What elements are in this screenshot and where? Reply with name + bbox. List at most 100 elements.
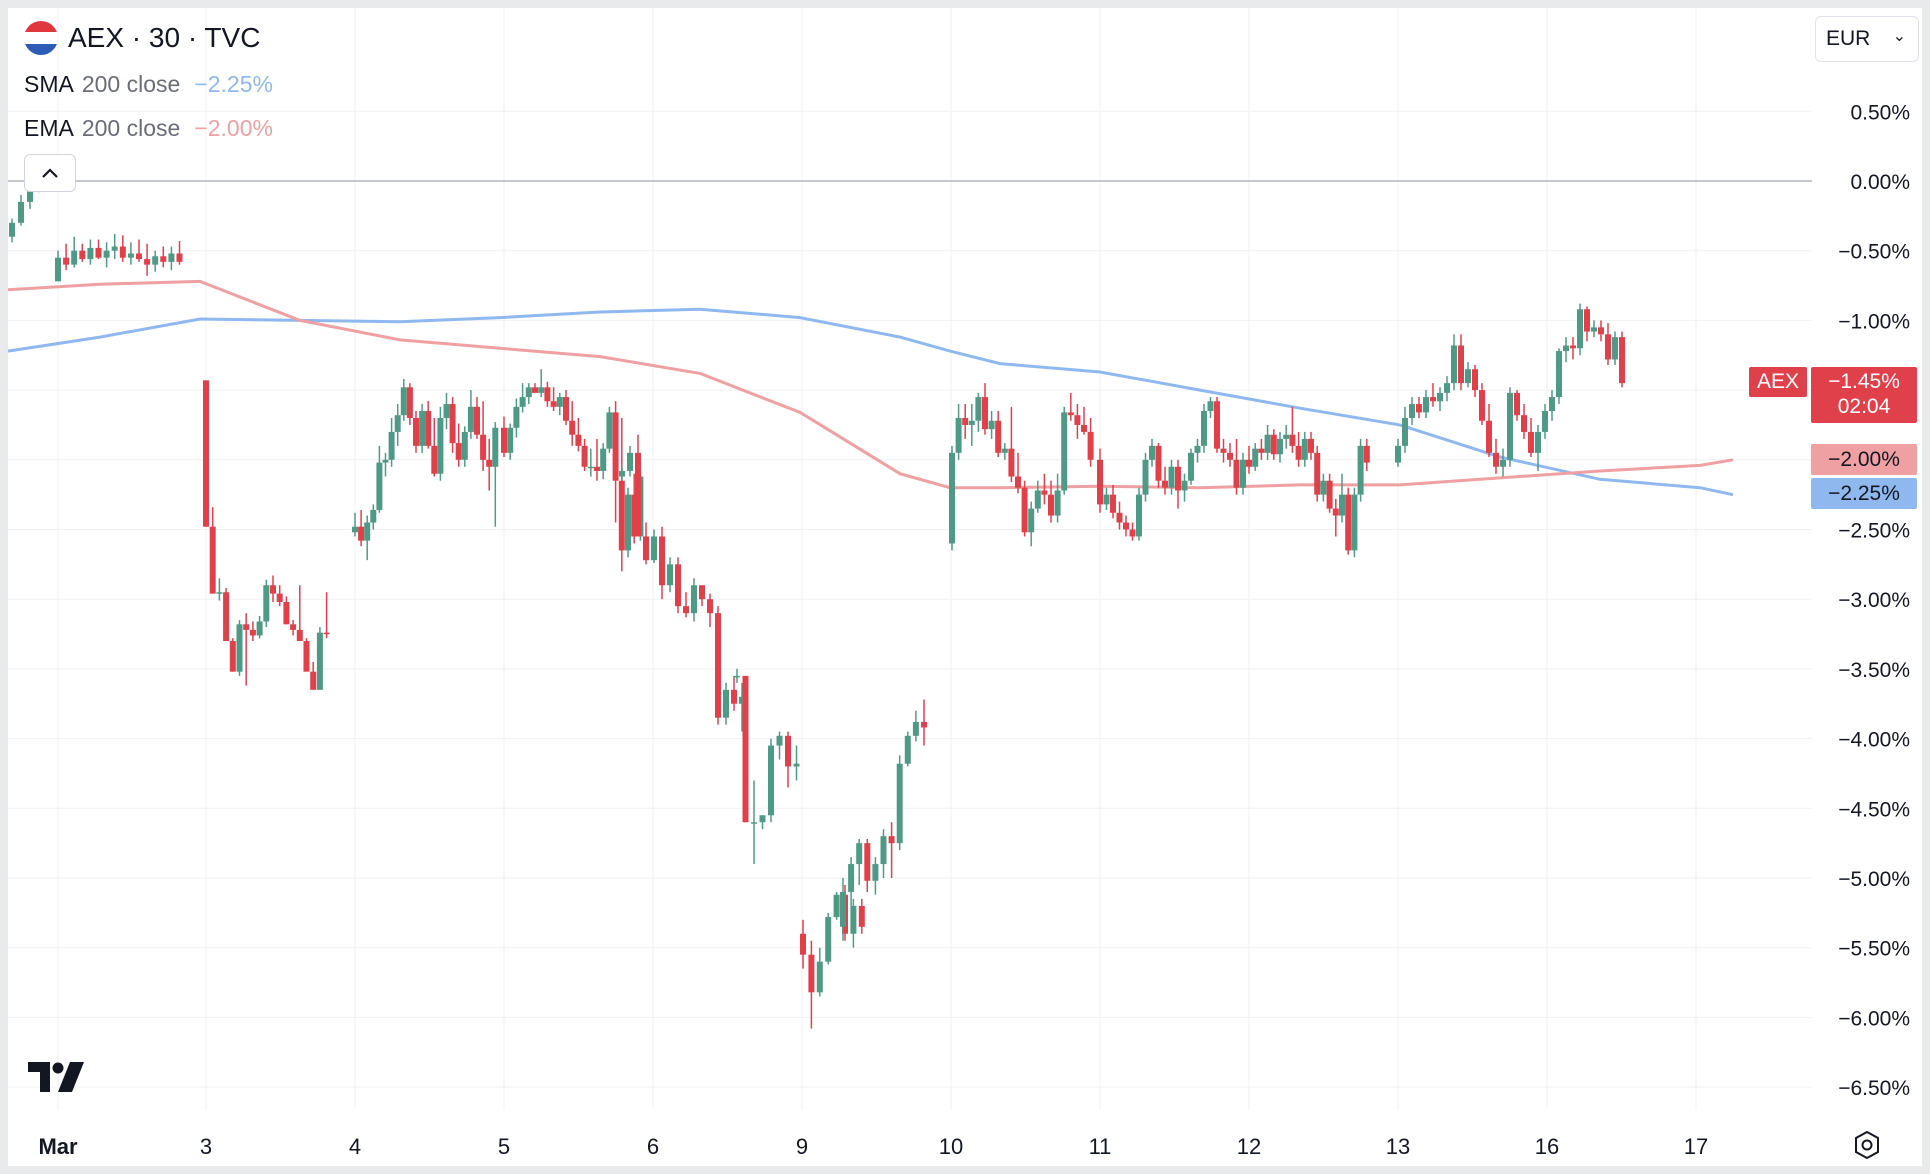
tradingview-logo-icon[interactable] [28, 1062, 86, 1097]
candle-body [982, 397, 988, 430]
candle [1277, 431, 1283, 463]
candle [1123, 515, 1129, 537]
candle [1258, 438, 1265, 460]
candle-body [635, 452, 641, 537]
collapse-legend-button[interactable] [24, 154, 76, 192]
candle [1363, 438, 1370, 471]
candle-body [776, 735, 783, 746]
candle-body [119, 246, 126, 258]
candle [1458, 334, 1464, 391]
candle-body [962, 417, 969, 425]
candle-body [209, 526, 216, 594]
candle-body [425, 411, 432, 446]
candle-body [532, 387, 538, 393]
candle [1416, 397, 1422, 418]
candle [659, 526, 665, 600]
candle [858, 898, 865, 934]
candle [1129, 522, 1136, 541]
candle-body [1097, 459, 1103, 505]
candle-body [1591, 327, 1597, 332]
candle-body [643, 536, 649, 561]
candle-body [1320, 480, 1327, 495]
candle-body [619, 470, 625, 477]
candle [1584, 306, 1590, 342]
candle-body [612, 412, 619, 481]
indicator-sma-row[interactable]: SMA 200 close −2.25% [24, 62, 273, 106]
candle [1162, 466, 1168, 495]
candle [1015, 452, 1021, 494]
axes: Mar 3 4 5 6 9 10 11 12 13 16 17 0.50% 0.00% −0.50% −1.0… [38, 101, 1910, 1159]
candle-body [1054, 490, 1061, 516]
candle-body [296, 629, 303, 642]
candle [71, 236, 78, 268]
candle-body [358, 526, 365, 541]
candle-body [290, 624, 297, 630]
candle-body [606, 412, 613, 449]
candle [742, 675, 749, 823]
candle [1521, 404, 1527, 439]
candle [1054, 473, 1061, 523]
candle [1570, 337, 1576, 360]
candle-body [742, 675, 749, 823]
sma-price-value: −2.25% [1828, 482, 1900, 505]
candle-body [1479, 390, 1485, 421]
candle [1357, 438, 1364, 502]
candle [618, 417, 625, 572]
candle-body [263, 585, 270, 622]
candle [1591, 320, 1597, 338]
candle-body [1227, 452, 1233, 460]
candle [808, 940, 815, 1029]
candle [864, 838, 871, 892]
candle-body [731, 689, 737, 704]
candle-body [1570, 345, 1576, 349]
candle-body [276, 593, 283, 602]
indicator-ema-row[interactable]: EMA 200 close −2.00% [24, 106, 273, 150]
candle-body [683, 606, 689, 614]
candle-body [1486, 420, 1492, 453]
candle [1339, 473, 1345, 523]
y-tick-label: −5.50% [1838, 938, 1910, 961]
candle [1246, 445, 1252, 474]
candle [413, 411, 419, 453]
x-tick-label: 11 [1089, 1134, 1112, 1159]
y-tick-label: −1.00% [1838, 310, 1910, 333]
candle [1451, 334, 1457, 391]
candle-body [87, 247, 94, 260]
candle [1514, 390, 1520, 421]
candle-body [1472, 369, 1478, 391]
candle-body [816, 961, 823, 993]
candle [723, 682, 729, 725]
candle [800, 919, 806, 969]
symbol-title-row[interactable]: AEX · 30 · TVC [24, 14, 273, 62]
candle [316, 627, 323, 690]
candle [1465, 362, 1471, 388]
candle [1264, 424, 1271, 460]
candle [18, 194, 24, 226]
candle-body [513, 406, 520, 428]
candle-body [71, 250, 78, 265]
candle [296, 585, 303, 642]
candle-body [1363, 445, 1370, 463]
candle-body [223, 592, 230, 642]
candle-body [667, 564, 673, 586]
currency-selector[interactable]: EUR ⌄ [1815, 16, 1919, 62]
candle-body [1028, 508, 1035, 533]
settings-gear-icon[interactable] [1852, 1130, 1882, 1165]
candle [513, 398, 520, 438]
candle-body [1395, 445, 1401, 463]
candle-body [1081, 424, 1087, 432]
candle [587, 448, 594, 477]
candle [461, 426, 468, 467]
candle-body [848, 864, 855, 892]
candle [1214, 397, 1220, 453]
candle [1345, 487, 1352, 555]
candle [1507, 387, 1513, 467]
candle-body [896, 763, 903, 844]
candle-body [587, 466, 594, 469]
candle-body [768, 745, 774, 816]
candle [715, 606, 721, 725]
candle-body [303, 641, 310, 672]
bar-countdown: 02:04 [1837, 395, 1891, 418]
y-tick-label: −3.50% [1838, 659, 1910, 682]
